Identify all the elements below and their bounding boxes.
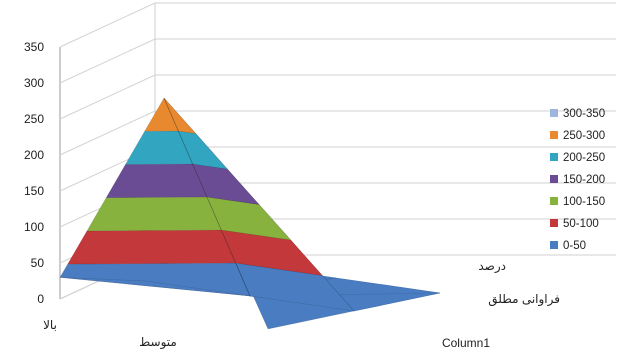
surface-band-100-150: [86, 196, 222, 232]
surface-band-50-100: [67, 229, 237, 265]
z-tick-label: 150: [24, 184, 44, 198]
surface-band-250-300: [163, 97, 197, 134]
gridline: [59, 2, 616, 48]
z-tick-label: 350: [24, 40, 44, 54]
surface-band-100-150: [206, 196, 292, 241]
z-tick-label: 300: [24, 76, 44, 90]
surface-band-250-300: [144, 97, 179, 132]
legend-swatch: [550, 109, 558, 117]
legend-label: 50-100: [563, 218, 599, 230]
z-tick-label: 50: [31, 256, 45, 270]
legend-swatch: [550, 131, 558, 139]
legend-swatch: [550, 219, 558, 227]
category-label: بالا: [43, 318, 57, 332]
gridline: [59, 38, 616, 84]
series-label: درصد: [478, 259, 506, 274]
surface-band-0-50: [59, 277, 251, 297]
legend-swatch: [550, 241, 558, 249]
series-label: فراوانی مطلق: [488, 292, 560, 307]
legend-label: 250-300: [563, 130, 605, 142]
legend-label: 200-250: [563, 152, 605, 164]
legend-swatch: [550, 197, 558, 205]
surface-band-150-200: [192, 163, 260, 205]
legend-swatch: [550, 153, 558, 161]
legend-label: 0-50: [563, 240, 586, 252]
surface-ridge: [163, 97, 251, 297]
category-label: متوسط: [139, 335, 177, 350]
z-tick-label: 100: [24, 220, 44, 234]
z-tick-label: 200: [24, 148, 44, 162]
legend-swatch: [550, 175, 558, 183]
z-tick-label: 250: [24, 112, 44, 126]
surface-band-150-200: [105, 163, 208, 199]
legend-label: 300-350: [563, 108, 605, 120]
legend-label: 100-150: [563, 196, 605, 208]
legend-label: 150-200: [563, 174, 605, 186]
series-label: Column1: [442, 336, 490, 350]
gridline: [59, 110, 616, 156]
z-tick-label: 0: [37, 292, 44, 306]
gridline: [59, 74, 616, 120]
